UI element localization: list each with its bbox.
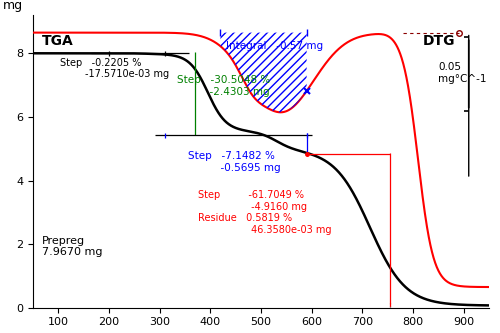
Text: Step   -30.5048 %
          -2.4303 mg: Step -30.5048 % -2.4303 mg xyxy=(178,75,270,97)
Text: TGA: TGA xyxy=(42,34,74,48)
Text: Step   -0.2205 %
        -17.5710e-03 mg: Step -0.2205 % -17.5710e-03 mg xyxy=(60,58,169,79)
Text: DTG: DTG xyxy=(423,34,456,48)
Text: Step   -7.1482 %
          -0.5695 mg: Step -7.1482 % -0.5695 mg xyxy=(188,152,280,173)
Text: Step         -61.7049 %
                 -4.9160 mg
Residue   0.5819 %
         : Step -61.7049 % -4.9160 mg Residue 0.581… xyxy=(198,190,331,235)
Y-axis label: mg: mg xyxy=(2,0,22,12)
Text: 0.05
mg°C^-1: 0.05 mg°C^-1 xyxy=(438,62,487,84)
Text: Prepreg
7.9670 mg: Prepreg 7.9670 mg xyxy=(42,236,102,257)
Text: Integral   -0.57 mg: Integral -0.57 mg xyxy=(226,41,322,51)
